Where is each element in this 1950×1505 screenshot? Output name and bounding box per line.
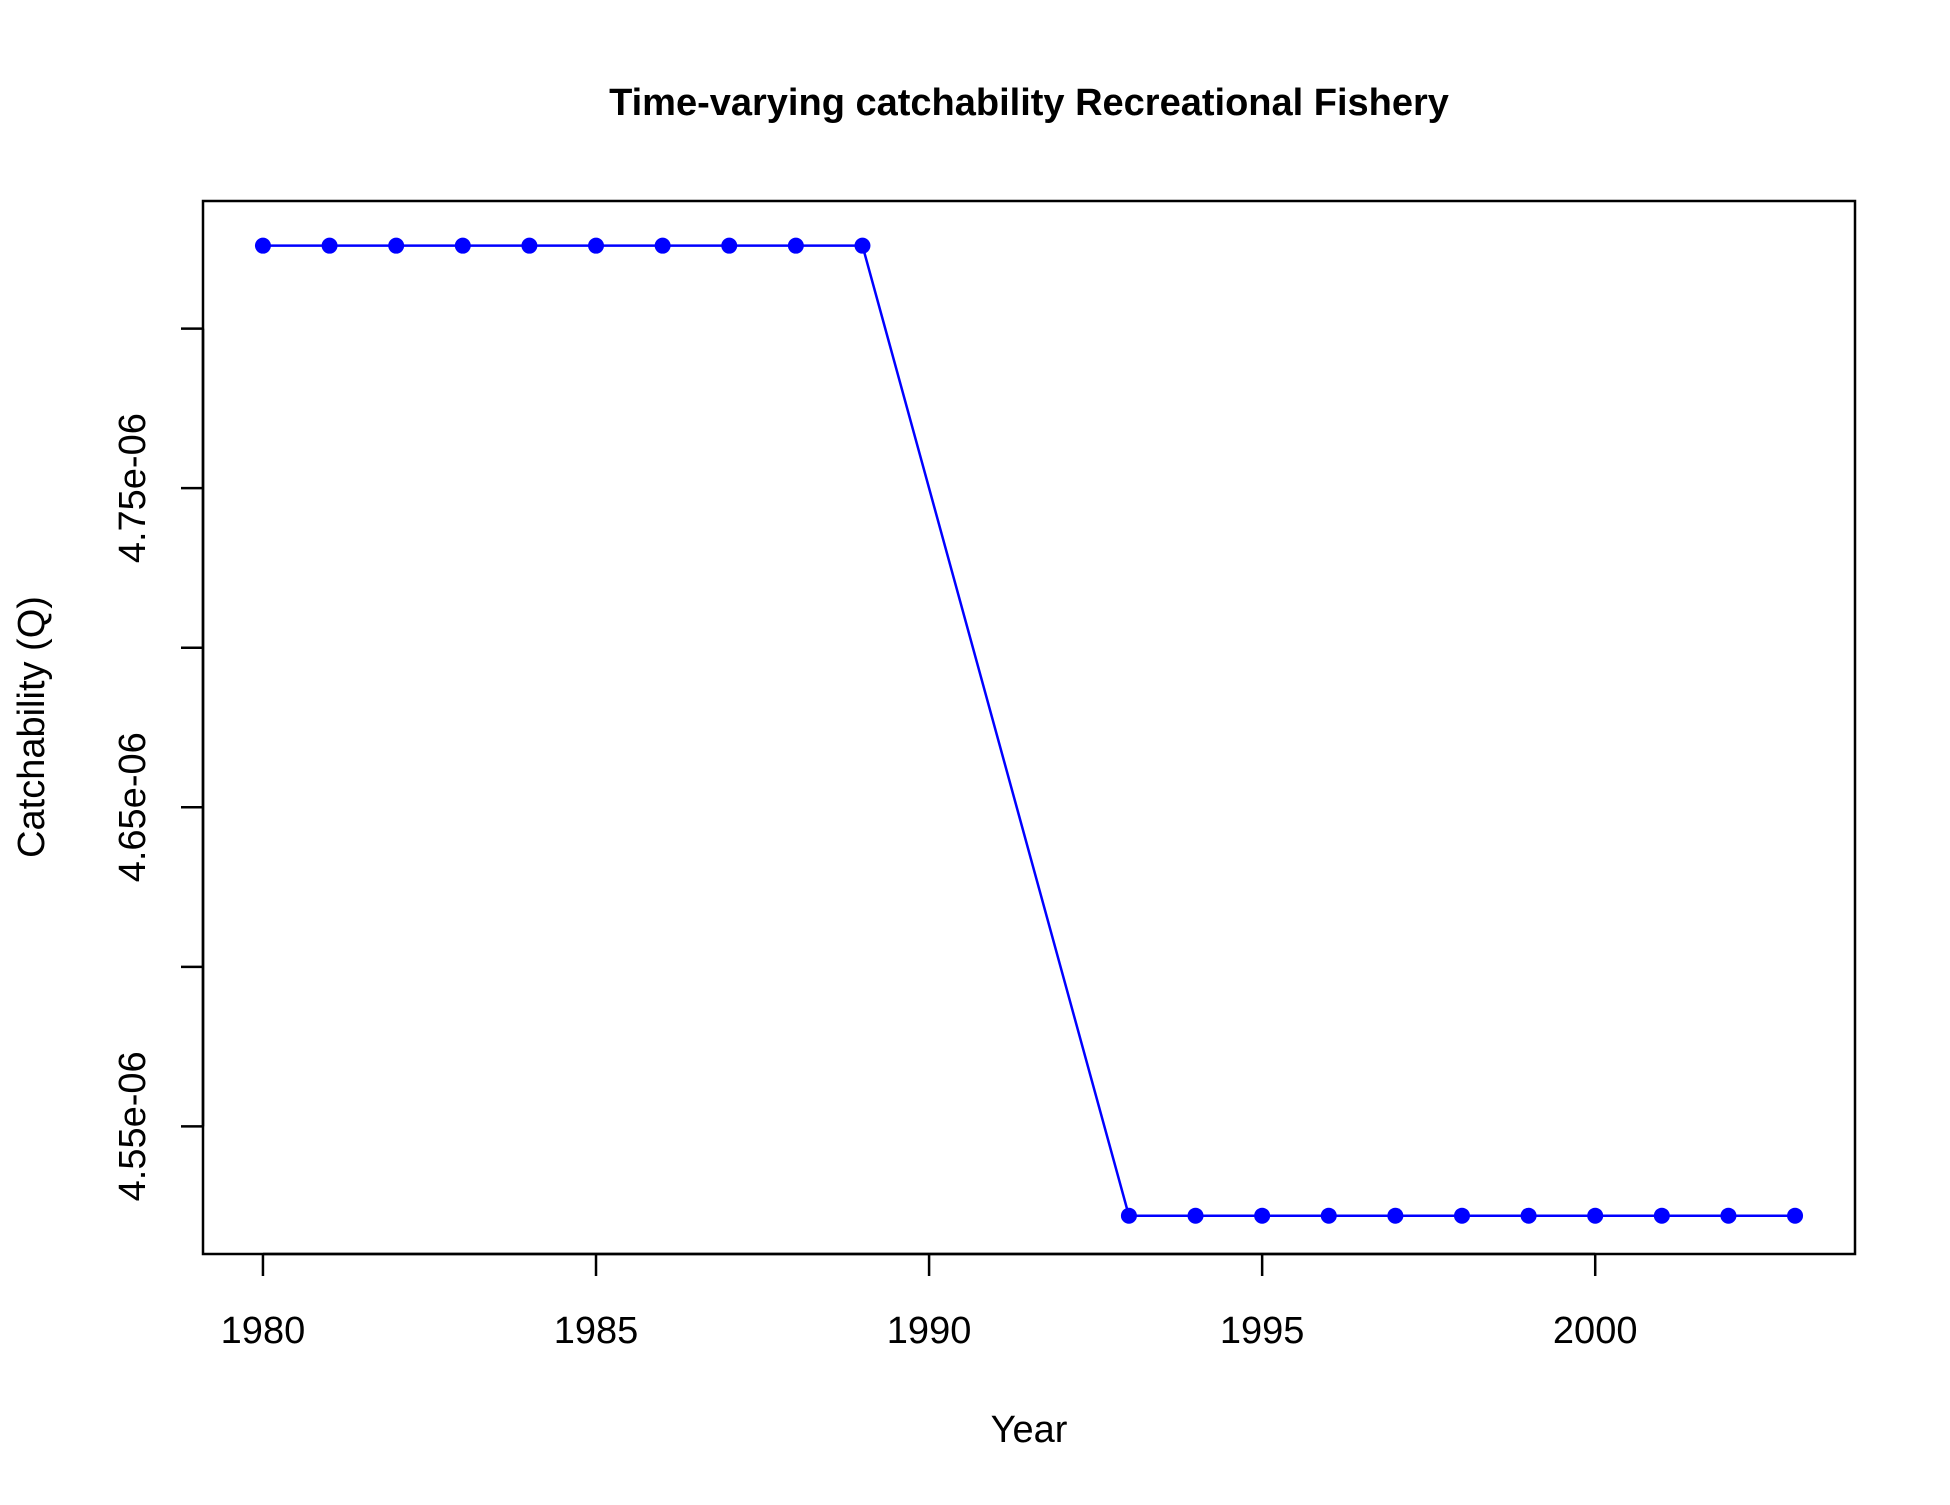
data-point: [454, 237, 471, 254]
x-axis: 1980 1985 1990 1995 2000: [221, 1252, 1638, 1352]
series-line: [262, 244, 1796, 1217]
data-point: [588, 237, 605, 254]
data-point: [321, 237, 338, 254]
x-tick-label: 1990: [887, 1310, 972, 1352]
data-point: [1254, 1207, 1271, 1224]
x-tick-label: 1980: [221, 1310, 306, 1352]
data-point: [1520, 1207, 1537, 1224]
data-point: [1720, 1207, 1737, 1224]
y-axis-label: Catchability (Q): [11, 596, 53, 858]
data-point: [521, 237, 538, 254]
data-point: [721, 237, 738, 254]
y-tick-label: 4.55e-06: [112, 1051, 154, 1201]
data-point: [1120, 1207, 1137, 1224]
data-point: [1387, 1207, 1404, 1224]
data-point: [1320, 1207, 1337, 1224]
y-tick-label: 4.75e-06: [112, 413, 154, 563]
y-axis: 4.55e-06 4.65e-06 4.75e-06: [112, 327, 205, 1201]
data-point: [1787, 1207, 1804, 1224]
plot-frame: [201, 199, 1857, 1256]
data-point: [654, 237, 671, 254]
data-point: [854, 237, 871, 254]
data-point: [254, 237, 271, 254]
data-point: [1187, 1207, 1204, 1224]
x-tick-label: 1985: [554, 1310, 639, 1352]
data-point: [1453, 1207, 1470, 1224]
x-tick-label: 1995: [1220, 1310, 1305, 1352]
data-point: [1653, 1207, 1670, 1224]
chart-title: Time-varying catchability Recreational F…: [609, 82, 1449, 124]
x-tick-label: 2000: [1553, 1310, 1638, 1352]
data-point: [787, 237, 804, 254]
x-axis-label: Year: [991, 1409, 1068, 1451]
data-point: [1587, 1207, 1604, 1224]
y-tick-label: 4.65e-06: [112, 732, 154, 882]
series-layer: [254, 237, 1804, 1224]
data-point: [388, 237, 405, 254]
